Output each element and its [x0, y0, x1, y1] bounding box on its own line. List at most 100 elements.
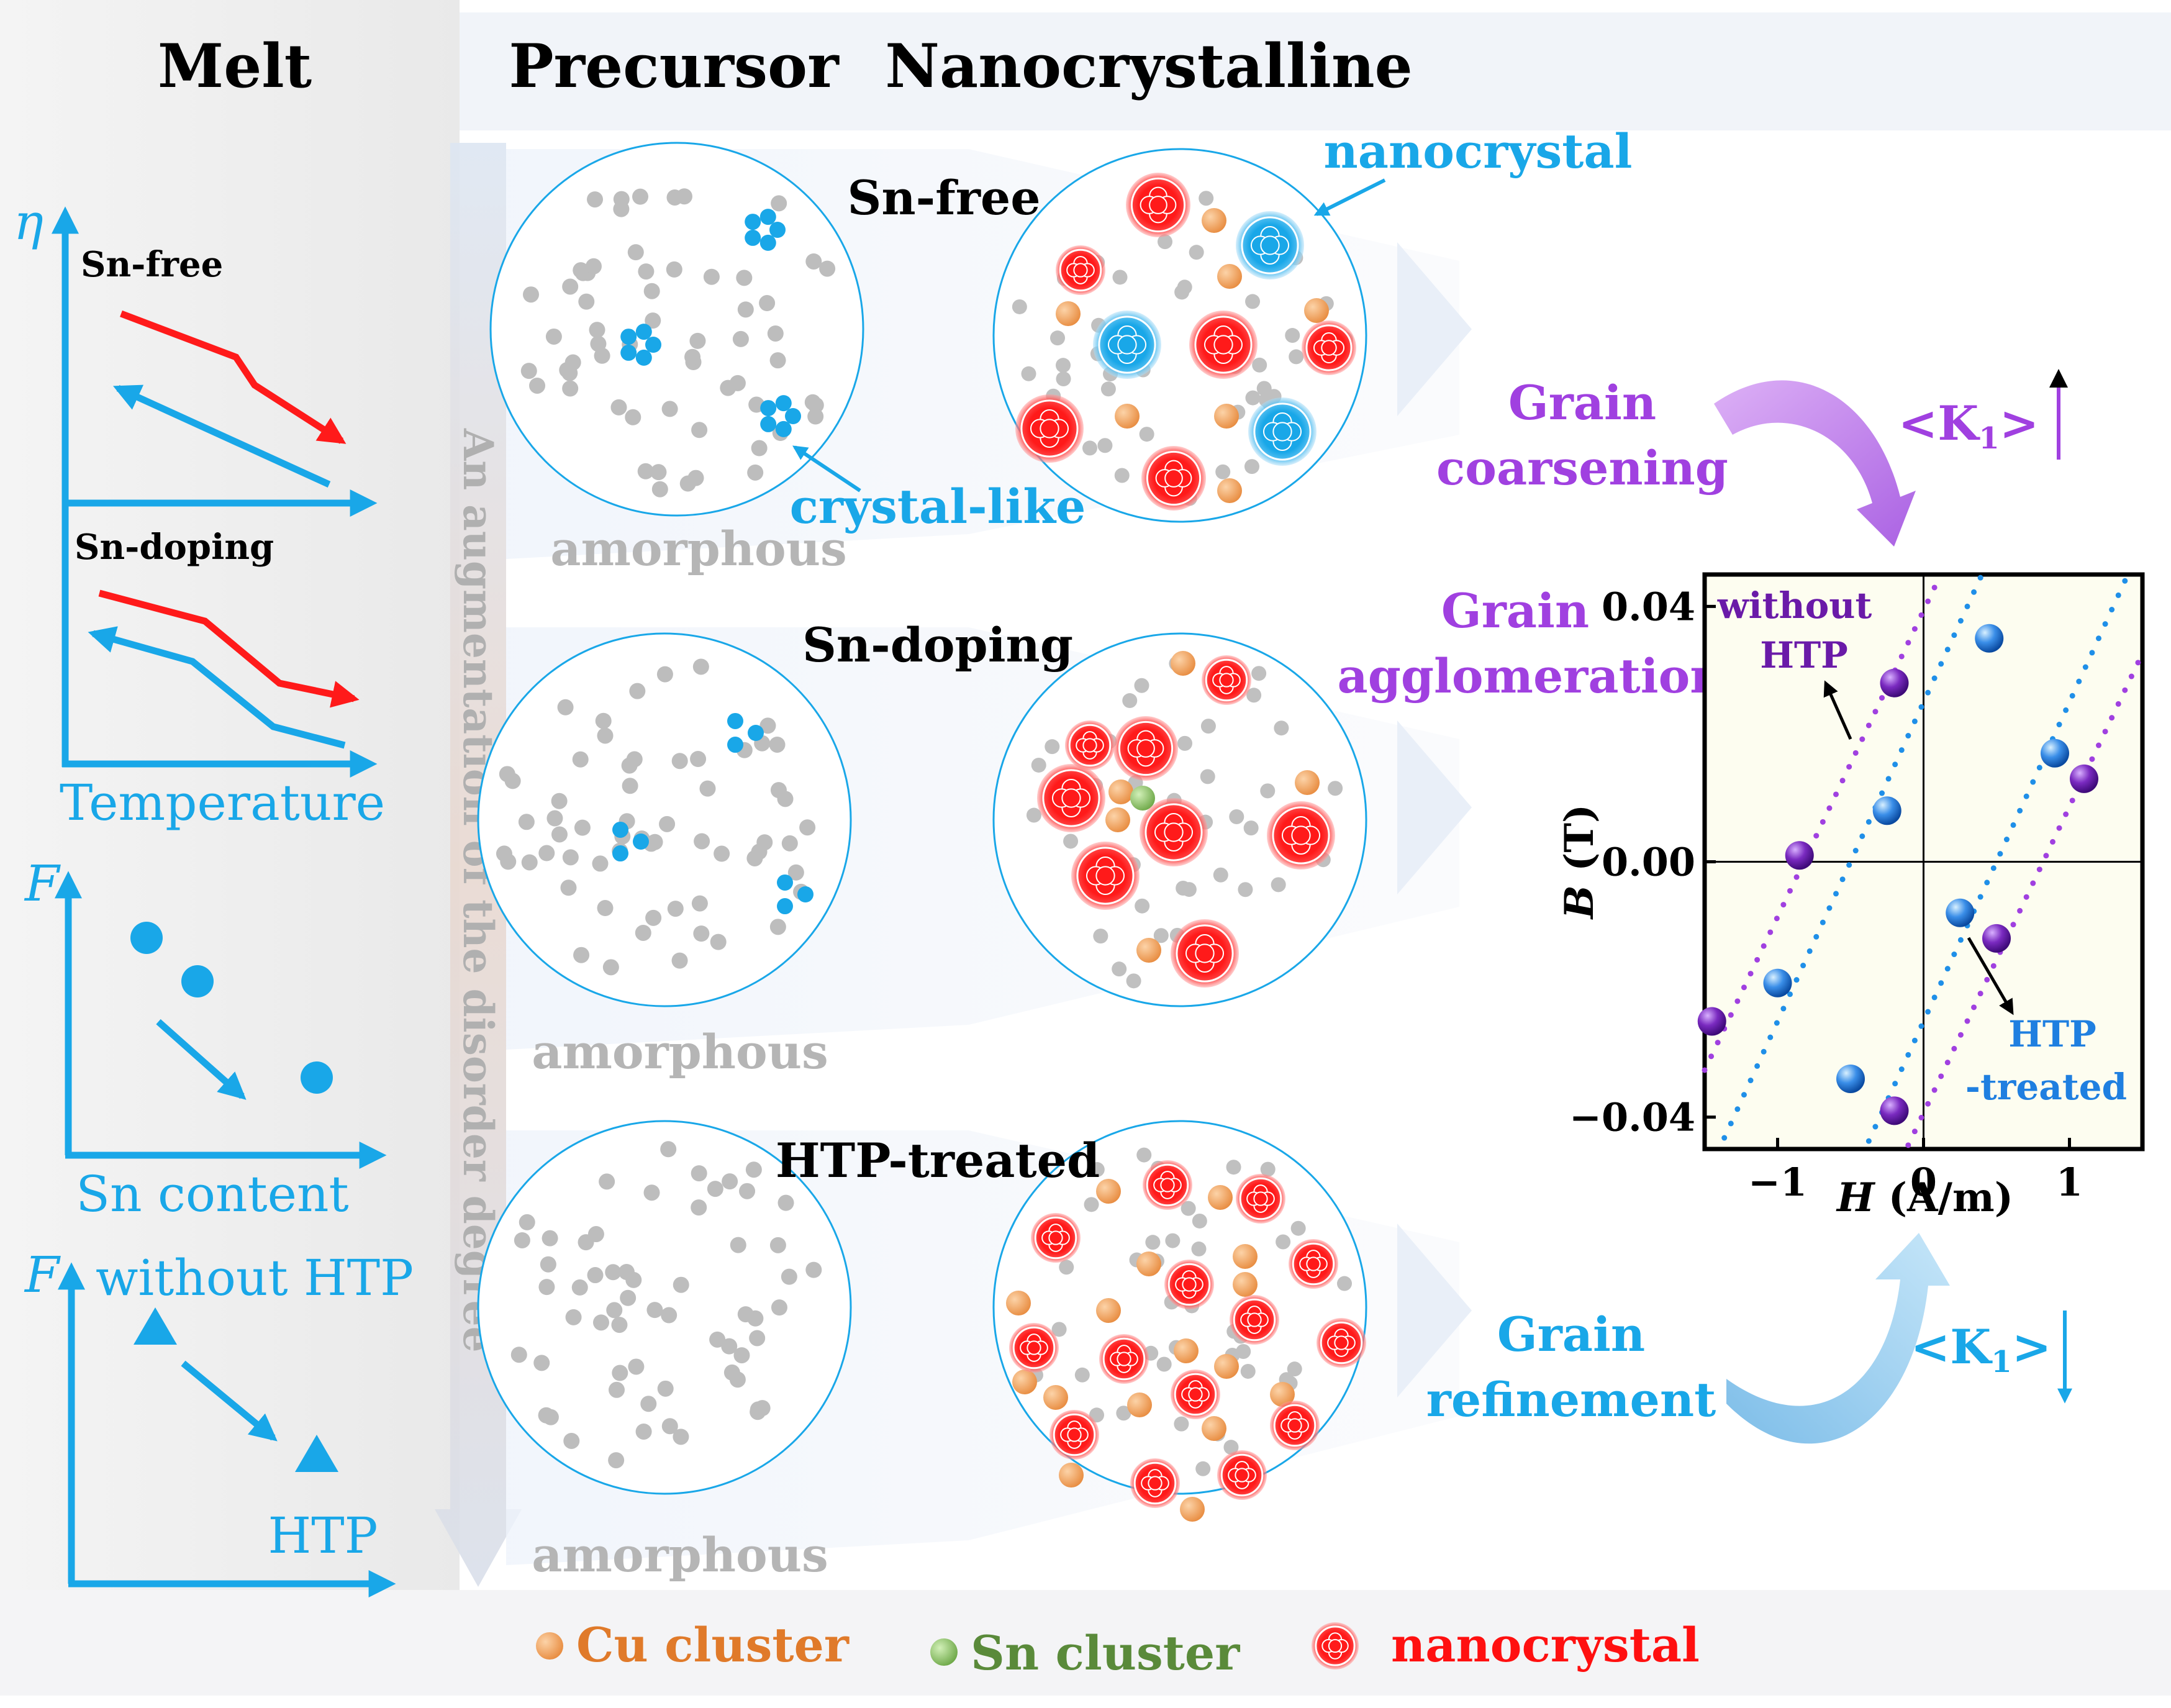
- amorphous-atom: [689, 332, 706, 349]
- htp-triangle-2: [295, 1435, 338, 1472]
- cu-cluster: [1136, 1251, 1161, 1276]
- amorphous-atom: [551, 826, 568, 843]
- amorphous-atom: [605, 1264, 622, 1281]
- amorphous-atom: [1112, 270, 1128, 285]
- nanocrystal-red: [1202, 655, 1251, 705]
- amorphous-atom: [1165, 1233, 1181, 1248]
- amorphous-atom: [1051, 1322, 1067, 1337]
- amorphous-atom: [574, 819, 591, 836]
- amorphous-atom: [692, 658, 709, 675]
- amorphous-atom: [787, 864, 804, 881]
- htp-treated-point-5: [1946, 898, 1975, 927]
- amorphous-atom: [747, 464, 764, 481]
- crystal-like-atom: [785, 408, 801, 424]
- amorphous-atom: [1181, 1201, 1196, 1216]
- amorphous-atom: [608, 1381, 625, 1398]
- amorphous-atom: [519, 1214, 535, 1230]
- agglomeration-line2: agglomeration: [1337, 648, 1724, 704]
- legend-nanocrystal-marker: [1312, 1622, 1359, 1669]
- amorphous-atom: [597, 900, 614, 917]
- amorphous-atom: [602, 959, 619, 976]
- nanocrystal-red: [1171, 919, 1239, 988]
- amorphous-atom: [691, 422, 708, 438]
- row-label-sn-free: Sn-free: [847, 170, 1040, 225]
- without-htp-point-2: [1785, 841, 1814, 870]
- without-htp-point-3: [1880, 668, 1909, 697]
- amorphous-atom: [645, 909, 662, 926]
- amorphous-atom: [1031, 757, 1046, 773]
- amorphous-atom: [499, 766, 515, 783]
- htp-pointer: [1967, 937, 2014, 1015]
- curve-label-sn-free: Sn-free: [81, 244, 223, 285]
- amorphous-atom: [807, 397, 824, 414]
- x-tick-label: −1: [1748, 1160, 1807, 1205]
- amorphous-atom: [691, 1165, 707, 1182]
- sn-content-axis-label: F: [24, 855, 61, 912]
- cu-cluster: [1108, 779, 1133, 804]
- amorphous-atom: [661, 1418, 678, 1435]
- amorphous-atom: [1195, 1461, 1211, 1476]
- without-htp-point-4: [2070, 764, 2098, 793]
- legend-nanocrystal-icon: [1312, 1622, 1359, 1669]
- amorphous-atom: [1213, 867, 1228, 883]
- legend-cu-label: Cu cluster: [576, 1617, 850, 1673]
- crystal-like-atom: [777, 898, 793, 915]
- amorphous-atom: [632, 188, 649, 205]
- amorphous-atom: [730, 1237, 746, 1253]
- cu-cluster: [1096, 1298, 1121, 1323]
- amorphous-atom: [1145, 1235, 1161, 1250]
- amorphous-atom: [1074, 1367, 1090, 1383]
- cu-cluster: [1012, 1370, 1037, 1394]
- amorphous-atom: [1337, 1276, 1353, 1291]
- amorphous-label-3: amorphous: [532, 1527, 828, 1583]
- sn-content-xlabel: Sn content: [76, 1165, 348, 1223]
- amorphous-atom: [638, 263, 655, 280]
- amorphous-atom: [597, 727, 614, 744]
- amorphous-atom: [557, 699, 574, 715]
- amorphous-atom: [1243, 820, 1259, 836]
- coarsening-curved-arrow: [1714, 380, 1916, 547]
- amorphous-atom: [1199, 191, 1214, 206]
- cu-cluster: [1202, 1416, 1226, 1441]
- chart-xlabel: H (A/m): [1836, 1174, 2013, 1221]
- amorphous-atom: [640, 1396, 657, 1412]
- y-tick-label: 0.04: [1602, 584, 1695, 629]
- htp-label-bottom: HTP: [268, 1507, 378, 1565]
- amorphous-atom: [628, 1358, 645, 1375]
- without-htp-point-5: [1982, 924, 2011, 953]
- amorphous-atom: [739, 1183, 756, 1199]
- amorphous-atom: [751, 440, 768, 457]
- amorphous-atom: [771, 195, 787, 212]
- nanocrystal-red: [1049, 1410, 1099, 1460]
- x-tick-label: 1: [2056, 1160, 2083, 1205]
- legend-sn-marker: [930, 1638, 958, 1666]
- crystal-like-atom: [760, 416, 777, 432]
- without-htp-point-6: [1880, 1096, 1909, 1125]
- amorphous-atom: [1126, 973, 1141, 989]
- amorphous-atom: [590, 335, 607, 352]
- without-htp-point-1: [1697, 1007, 1726, 1036]
- sn-free-heating-curve: [112, 384, 331, 488]
- amorphous-atom: [771, 1299, 787, 1316]
- amorphous-atom: [1100, 381, 1116, 397]
- amorphous-atom: [819, 260, 836, 277]
- amorphous-atom: [650, 464, 667, 481]
- amorphous-atom: [542, 1409, 559, 1425]
- amorphous-atom: [767, 325, 784, 342]
- amorphous-atom: [1097, 438, 1113, 453]
- crystal-like-atom: [635, 349, 652, 366]
- amorphous-atom: [1177, 735, 1193, 751]
- amorphous-atom: [732, 330, 749, 347]
- amorphous-atom: [1240, 1363, 1256, 1379]
- amorphous-atom: [627, 244, 644, 261]
- amorphous-atom: [562, 849, 579, 866]
- amorphous-atom: [635, 1423, 652, 1440]
- left-panel-background: [0, 0, 460, 1590]
- cu-cluster: [1217, 478, 1242, 503]
- amorphous-atom: [1200, 769, 1215, 784]
- amorphous-atom: [587, 1267, 604, 1284]
- refinement-line1: Grain: [1497, 1307, 1645, 1362]
- cu-cluster: [1127, 1392, 1152, 1417]
- amorphous-atom: [1287, 1361, 1302, 1377]
- crystal-like-atom: [727, 712, 743, 729]
